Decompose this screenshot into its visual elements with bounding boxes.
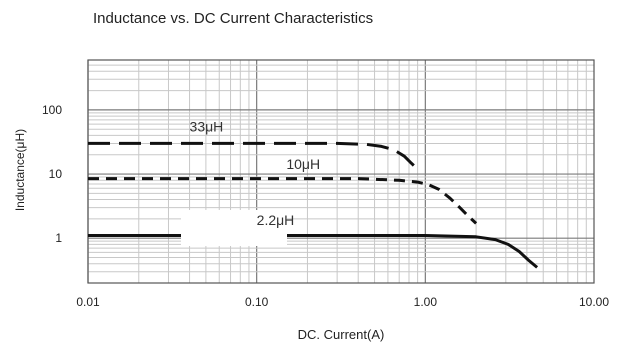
tick-layer: 0.01 0.10 1.00 10.00 100 10 1 (42, 103, 609, 309)
series-label-1: 10μH (286, 156, 320, 172)
x-tick-label: 10.00 (579, 295, 609, 309)
series-layer (88, 141, 539, 269)
y-tick-label: 1 (55, 231, 62, 245)
series-line-0 (88, 141, 419, 171)
x-tick-label: 0.01 (76, 295, 100, 309)
x-axis-label: DC. Current(A) (297, 327, 385, 342)
series-label-0: 33μH (190, 119, 224, 135)
chart-title: Inductance vs. DC Current Characteristic… (93, 10, 374, 27)
plot-mask (181, 210, 287, 246)
plot-frame (87, 59, 595, 284)
y-tick-label: 100 (42, 103, 62, 117)
grid-layer (87, 59, 595, 284)
y-axis-label: Inductance(μH) (13, 128, 27, 212)
series-label-2: 2.2μH (257, 212, 295, 228)
series-line-1 (88, 177, 478, 225)
x-tick-label: 0.10 (245, 295, 269, 309)
series-line-2 (88, 234, 539, 269)
y-tick-label: 10 (49, 167, 63, 181)
x-tick-label: 1.00 (414, 295, 438, 309)
label-layer: 33μH 10μH 2.2μH (190, 119, 321, 229)
